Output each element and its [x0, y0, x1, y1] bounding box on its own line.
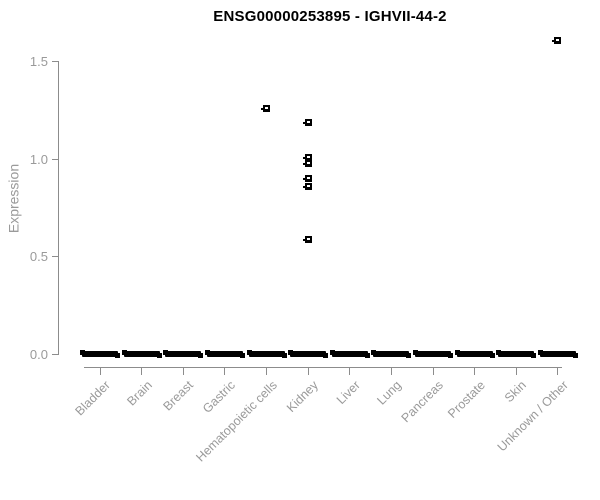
y-tick-label: 1.0: [29, 151, 48, 167]
y-tick-mark: [52, 158, 59, 160]
x-tick-mark: [515, 368, 517, 375]
data-point: [552, 37, 562, 45]
x-tick-mark: [557, 368, 559, 375]
data-point: [302, 153, 312, 161]
zero-expression-cluster: [329, 350, 370, 358]
data-point: [302, 183, 312, 191]
y-tick-mark: [52, 353, 59, 355]
data-point: [302, 159, 312, 167]
x-tick-mark: [349, 368, 351, 375]
zero-expression-cluster: [413, 350, 454, 358]
x-tick-mark: [182, 368, 184, 375]
x-tick-mark: [390, 368, 392, 375]
x-tick-mark: [474, 368, 476, 375]
y-tick-label: 0.0: [29, 346, 48, 362]
y-tick-label: 0.5: [29, 249, 48, 265]
x-tick-mark: [266, 368, 268, 375]
x-tick-mark: [141, 368, 143, 375]
y-axis-line: [58, 62, 59, 355]
zero-expression-cluster: [163, 350, 204, 358]
zero-expression-cluster: [121, 350, 162, 358]
zero-expression-cluster: [537, 350, 578, 358]
data-point: [302, 235, 312, 243]
x-tick-mark: [99, 368, 101, 375]
data-point: [302, 175, 312, 183]
zero-expression-cluster: [496, 350, 537, 358]
zero-expression-cluster: [246, 350, 287, 358]
data-point: [302, 118, 312, 126]
data-point: [261, 105, 271, 113]
y-tick-label: 1.5: [29, 54, 48, 70]
x-axis-line: [84, 367, 562, 368]
y-tick-mark: [52, 61, 59, 63]
x-tick-mark: [432, 368, 434, 375]
chart-title: ENSG00000253895 - IGHVII-44-2: [213, 8, 447, 25]
zero-expression-cluster: [204, 350, 245, 358]
x-tick-mark: [224, 368, 226, 375]
zero-expression-cluster: [371, 350, 412, 358]
zero-expression-cluster: [80, 350, 120, 358]
y-tick-mark: [52, 256, 59, 258]
x-tick-mark: [307, 368, 309, 375]
zero-expression-cluster: [288, 350, 329, 358]
zero-expression-cluster: [454, 350, 495, 358]
